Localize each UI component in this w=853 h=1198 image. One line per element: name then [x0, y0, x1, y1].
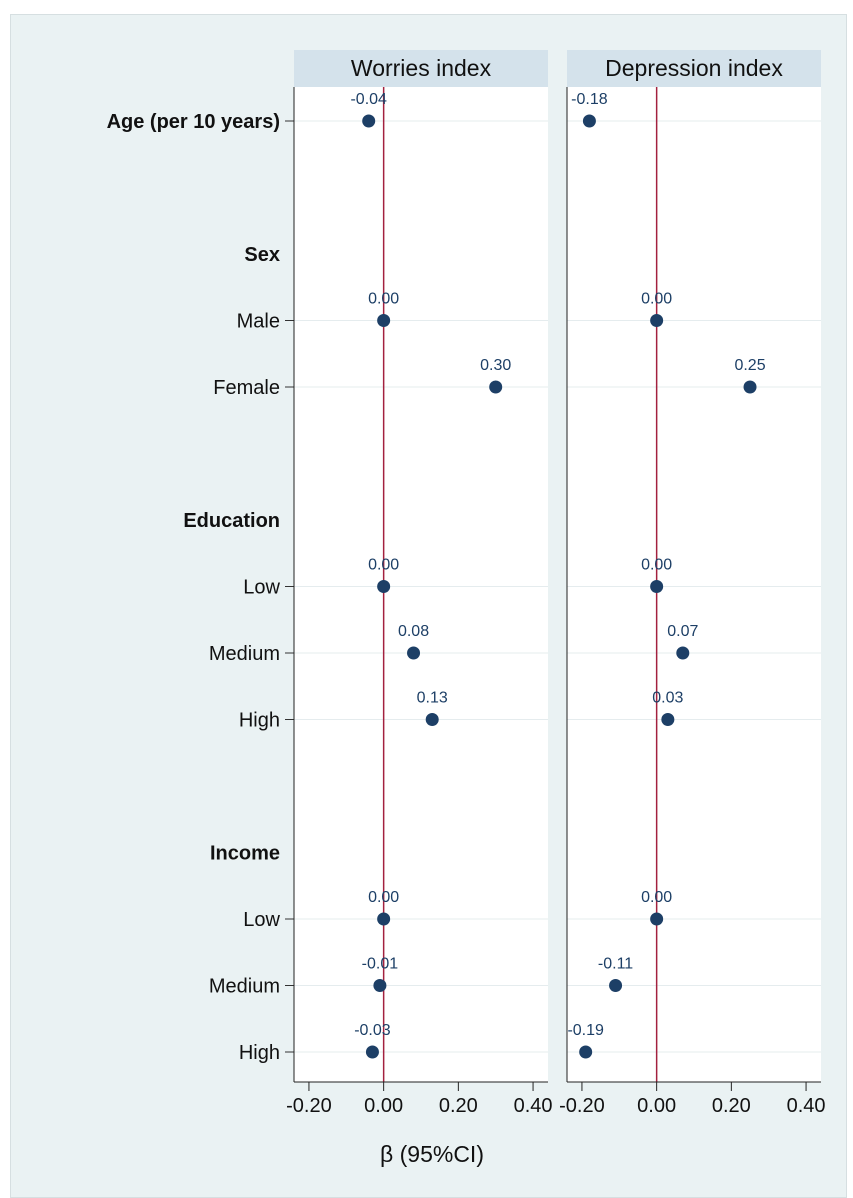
- data-point: [373, 979, 387, 992]
- row-heading: Income: [210, 843, 280, 865]
- data-point: [609, 979, 623, 992]
- data-point: [377, 912, 391, 926]
- row-label: Medium: [209, 643, 280, 665]
- data-label: 0.00: [641, 291, 672, 308]
- x-tick-label: 0.40: [514, 1095, 553, 1117]
- row-label: High: [239, 1042, 280, 1064]
- data-label: -0.01: [362, 956, 399, 973]
- x-tick-label: 0.40: [787, 1095, 826, 1117]
- panel-strip: [294, 50, 548, 87]
- data-label: 0.30: [480, 357, 511, 374]
- row-label: Low: [243, 909, 280, 931]
- x-axis-title: β (95%CI): [380, 1141, 484, 1167]
- data-label: -0.03: [354, 1022, 391, 1039]
- panel-strip: [567, 50, 821, 87]
- data-label: -0.11: [598, 956, 633, 973]
- data-point: [377, 580, 391, 593]
- plot-area: [567, 87, 821, 1082]
- data-point: [582, 114, 596, 128]
- data-label: -0.18: [571, 91, 608, 108]
- data-label: 0.03: [652, 690, 683, 707]
- x-tick-label: 0.20: [439, 1095, 478, 1117]
- data-label: 0.00: [368, 291, 399, 308]
- data-point: [425, 713, 439, 726]
- data-point: [579, 1045, 593, 1059]
- data-label: 0.07: [667, 623, 698, 640]
- row-heading: Education: [183, 510, 280, 532]
- panel-title: Worries index: [351, 55, 492, 81]
- data-label: 0.00: [368, 557, 399, 574]
- data-label: 0.00: [641, 889, 672, 906]
- data-label: 0.13: [417, 690, 448, 707]
- row-heading: Sex: [244, 244, 280, 266]
- data-point: [650, 580, 664, 593]
- row-heading: Age (per 10 years): [107, 111, 280, 133]
- row-label: Female: [213, 377, 280, 399]
- row-label: Medium: [209, 976, 280, 998]
- data-label: 0.00: [641, 557, 672, 574]
- row-label: High: [239, 710, 280, 732]
- data-point: [650, 912, 664, 926]
- row-label: Male: [237, 311, 280, 333]
- data-point: [743, 380, 757, 394]
- data-point: [365, 1045, 379, 1059]
- data-label: 0.00: [368, 889, 399, 906]
- data-point: [661, 713, 675, 726]
- data-label: -0.19: [567, 1022, 604, 1039]
- x-tick-label: -0.20: [559, 1095, 605, 1117]
- data-label: 0.25: [734, 357, 765, 374]
- plot-area: [294, 87, 548, 1082]
- row-label: Low: [243, 577, 280, 599]
- x-tick-label: 0.00: [364, 1095, 403, 1117]
- data-point: [407, 646, 421, 660]
- data-point: [650, 314, 664, 327]
- data-point: [676, 646, 690, 660]
- data-point: [362, 114, 376, 128]
- panel-title: Depression index: [605, 55, 783, 81]
- data-point: [377, 314, 391, 327]
- data-point: [489, 380, 503, 394]
- data-label: 0.08: [398, 623, 429, 640]
- data-label: -0.04: [350, 91, 387, 108]
- x-tick-label: -0.20: [286, 1095, 332, 1117]
- x-tick-label: 0.20: [712, 1095, 751, 1117]
- x-tick-label: 0.00: [637, 1095, 676, 1117]
